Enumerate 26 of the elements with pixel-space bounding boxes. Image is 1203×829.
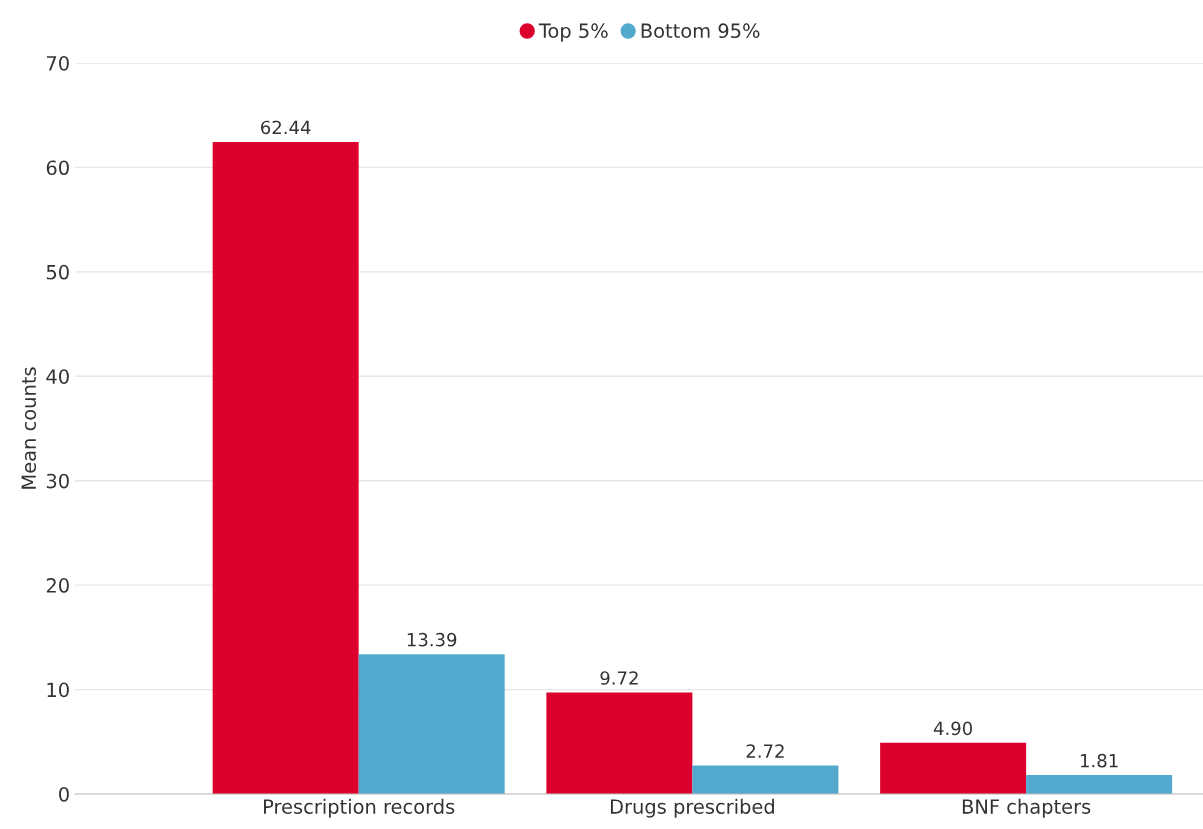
bar [1026, 775, 1173, 794]
y-tick-label: 40 [46, 369, 69, 384]
y-tick-label: 20 [46, 578, 69, 593]
bar [212, 141, 359, 794]
bar [358, 654, 505, 794]
y-tick-label: 0 [59, 786, 69, 802]
y-tick-label: 50 [46, 264, 69, 280]
data-label: 2.72 [746, 744, 784, 758]
y-tick-label: 60 [46, 160, 69, 176]
x-tick-label: BNF chapters [962, 798, 1091, 818]
bar [546, 692, 693, 794]
legend-label: Top 5% [538, 23, 608, 42]
bar [880, 742, 1027, 794]
y-tick-label: 10 [47, 682, 69, 698]
y-axis-title: Mean counts [21, 367, 37, 489]
data-label: 9.72 [600, 671, 638, 685]
data-label: 4.90 [933, 721, 973, 736]
bar [692, 765, 839, 794]
data-label: 1.81 [1081, 753, 1118, 768]
data-label: 13.39 [407, 632, 457, 647]
x-tick-label: Drugs prescribed [610, 798, 774, 818]
y-tick-label: 70 [46, 55, 69, 71]
x-tick-label: Prescription records [264, 798, 455, 818]
y-tick-label: 30 [46, 473, 69, 489]
data-label: 62.44 [261, 120, 311, 135]
legend-label: Bottom 95% [641, 23, 760, 39]
